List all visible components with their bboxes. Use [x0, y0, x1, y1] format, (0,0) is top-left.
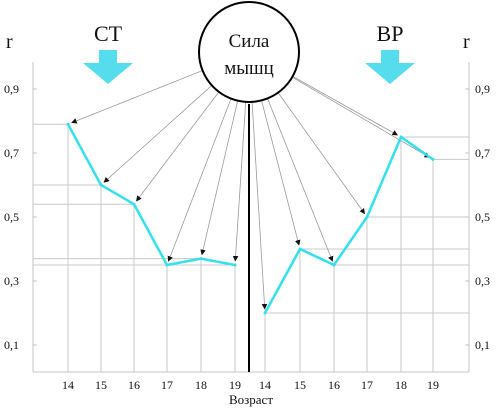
panel-label-vr: ВР: [377, 21, 404, 46]
x-tick-label: 16: [328, 378, 340, 392]
series-line-st: [66, 123, 236, 267]
x-tick-label: 19: [229, 378, 241, 392]
center-circle: [198, 1, 300, 103]
x-tick-label: 16: [128, 378, 140, 392]
data-point: [233, 263, 237, 267]
arrow-down-icon: [365, 50, 415, 84]
series-line-vr: [263, 135, 434, 314]
x-tick-label: 14: [259, 378, 271, 392]
x-tick-label: 14: [62, 378, 74, 392]
connector-arrow: [136, 91, 220, 202]
center-label-line1: Сила: [229, 31, 270, 52]
y-tick-label-right: 0,3: [475, 274, 490, 288]
data-point: [66, 122, 70, 126]
data-point: [263, 311, 267, 315]
y-tick-label-left: 0,1: [4, 338, 19, 352]
y-tick-label-right: 0,9: [475, 82, 490, 96]
y-tick-label-right: 0,7: [475, 146, 490, 160]
x-tick-label: 15: [294, 378, 306, 392]
y-tick-label-left: 0,3: [4, 274, 19, 288]
connector-arrows: [71, 70, 431, 310]
right-axis-letter: r: [463, 31, 470, 53]
connector-arrow: [200, 100, 239, 256]
x-tick-label: 18: [395, 378, 407, 392]
grid-lines: [33, 123, 469, 372]
data-point: [332, 263, 336, 267]
x-tick-label: 18: [195, 378, 207, 392]
connector-arrow: [103, 85, 213, 183]
connector-arrow: [267, 98, 334, 262]
y-tick-label-left: 0,5: [4, 210, 19, 224]
y-tick-label-right: 0,5: [475, 210, 490, 224]
y-tick-label-left: 0,7: [4, 146, 19, 160]
left-axis-letter: r: [6, 31, 13, 53]
y-tick-label-left: 0,9: [4, 82, 19, 96]
x-tick-label: 15: [95, 378, 107, 392]
center-label-line2: мышц: [224, 58, 274, 79]
connector-arrow: [167, 98, 232, 262]
data-point: [132, 202, 136, 206]
panel-label-st: СТ: [94, 21, 123, 46]
tick-labels: 0,1 0,1 0,3 0,3 0,5 0,5 0,7 0,7 0,9 0,9 14 15 16 17 18…: [4, 82, 490, 392]
connector-arrow: [71, 70, 203, 124]
data-point: [298, 247, 302, 251]
data-point: [199, 257, 203, 261]
data-point: [365, 215, 369, 219]
x-tick-label: 19: [427, 378, 439, 392]
data-lines: [66, 122, 435, 315]
x-tick-label: 17: [361, 378, 373, 392]
connector-arrow: [251, 101, 268, 310]
connector-arrow: [232, 101, 247, 262]
arrow-down-icon: [83, 50, 133, 84]
y-tick-label-right: 0,1: [475, 338, 490, 352]
connector-arrow: [261, 100, 301, 246]
connector-arrow: [277, 92, 365, 215]
data-point: [99, 183, 103, 187]
data-point: [165, 263, 169, 267]
data-point: [399, 135, 403, 139]
connector-arrow: [292, 76, 398, 136]
x-axis-label: Возраст: [229, 392, 273, 407]
x-tick-label: 17: [161, 378, 173, 392]
data-point: [431, 157, 435, 161]
connector-arrow: [291, 76, 431, 158]
